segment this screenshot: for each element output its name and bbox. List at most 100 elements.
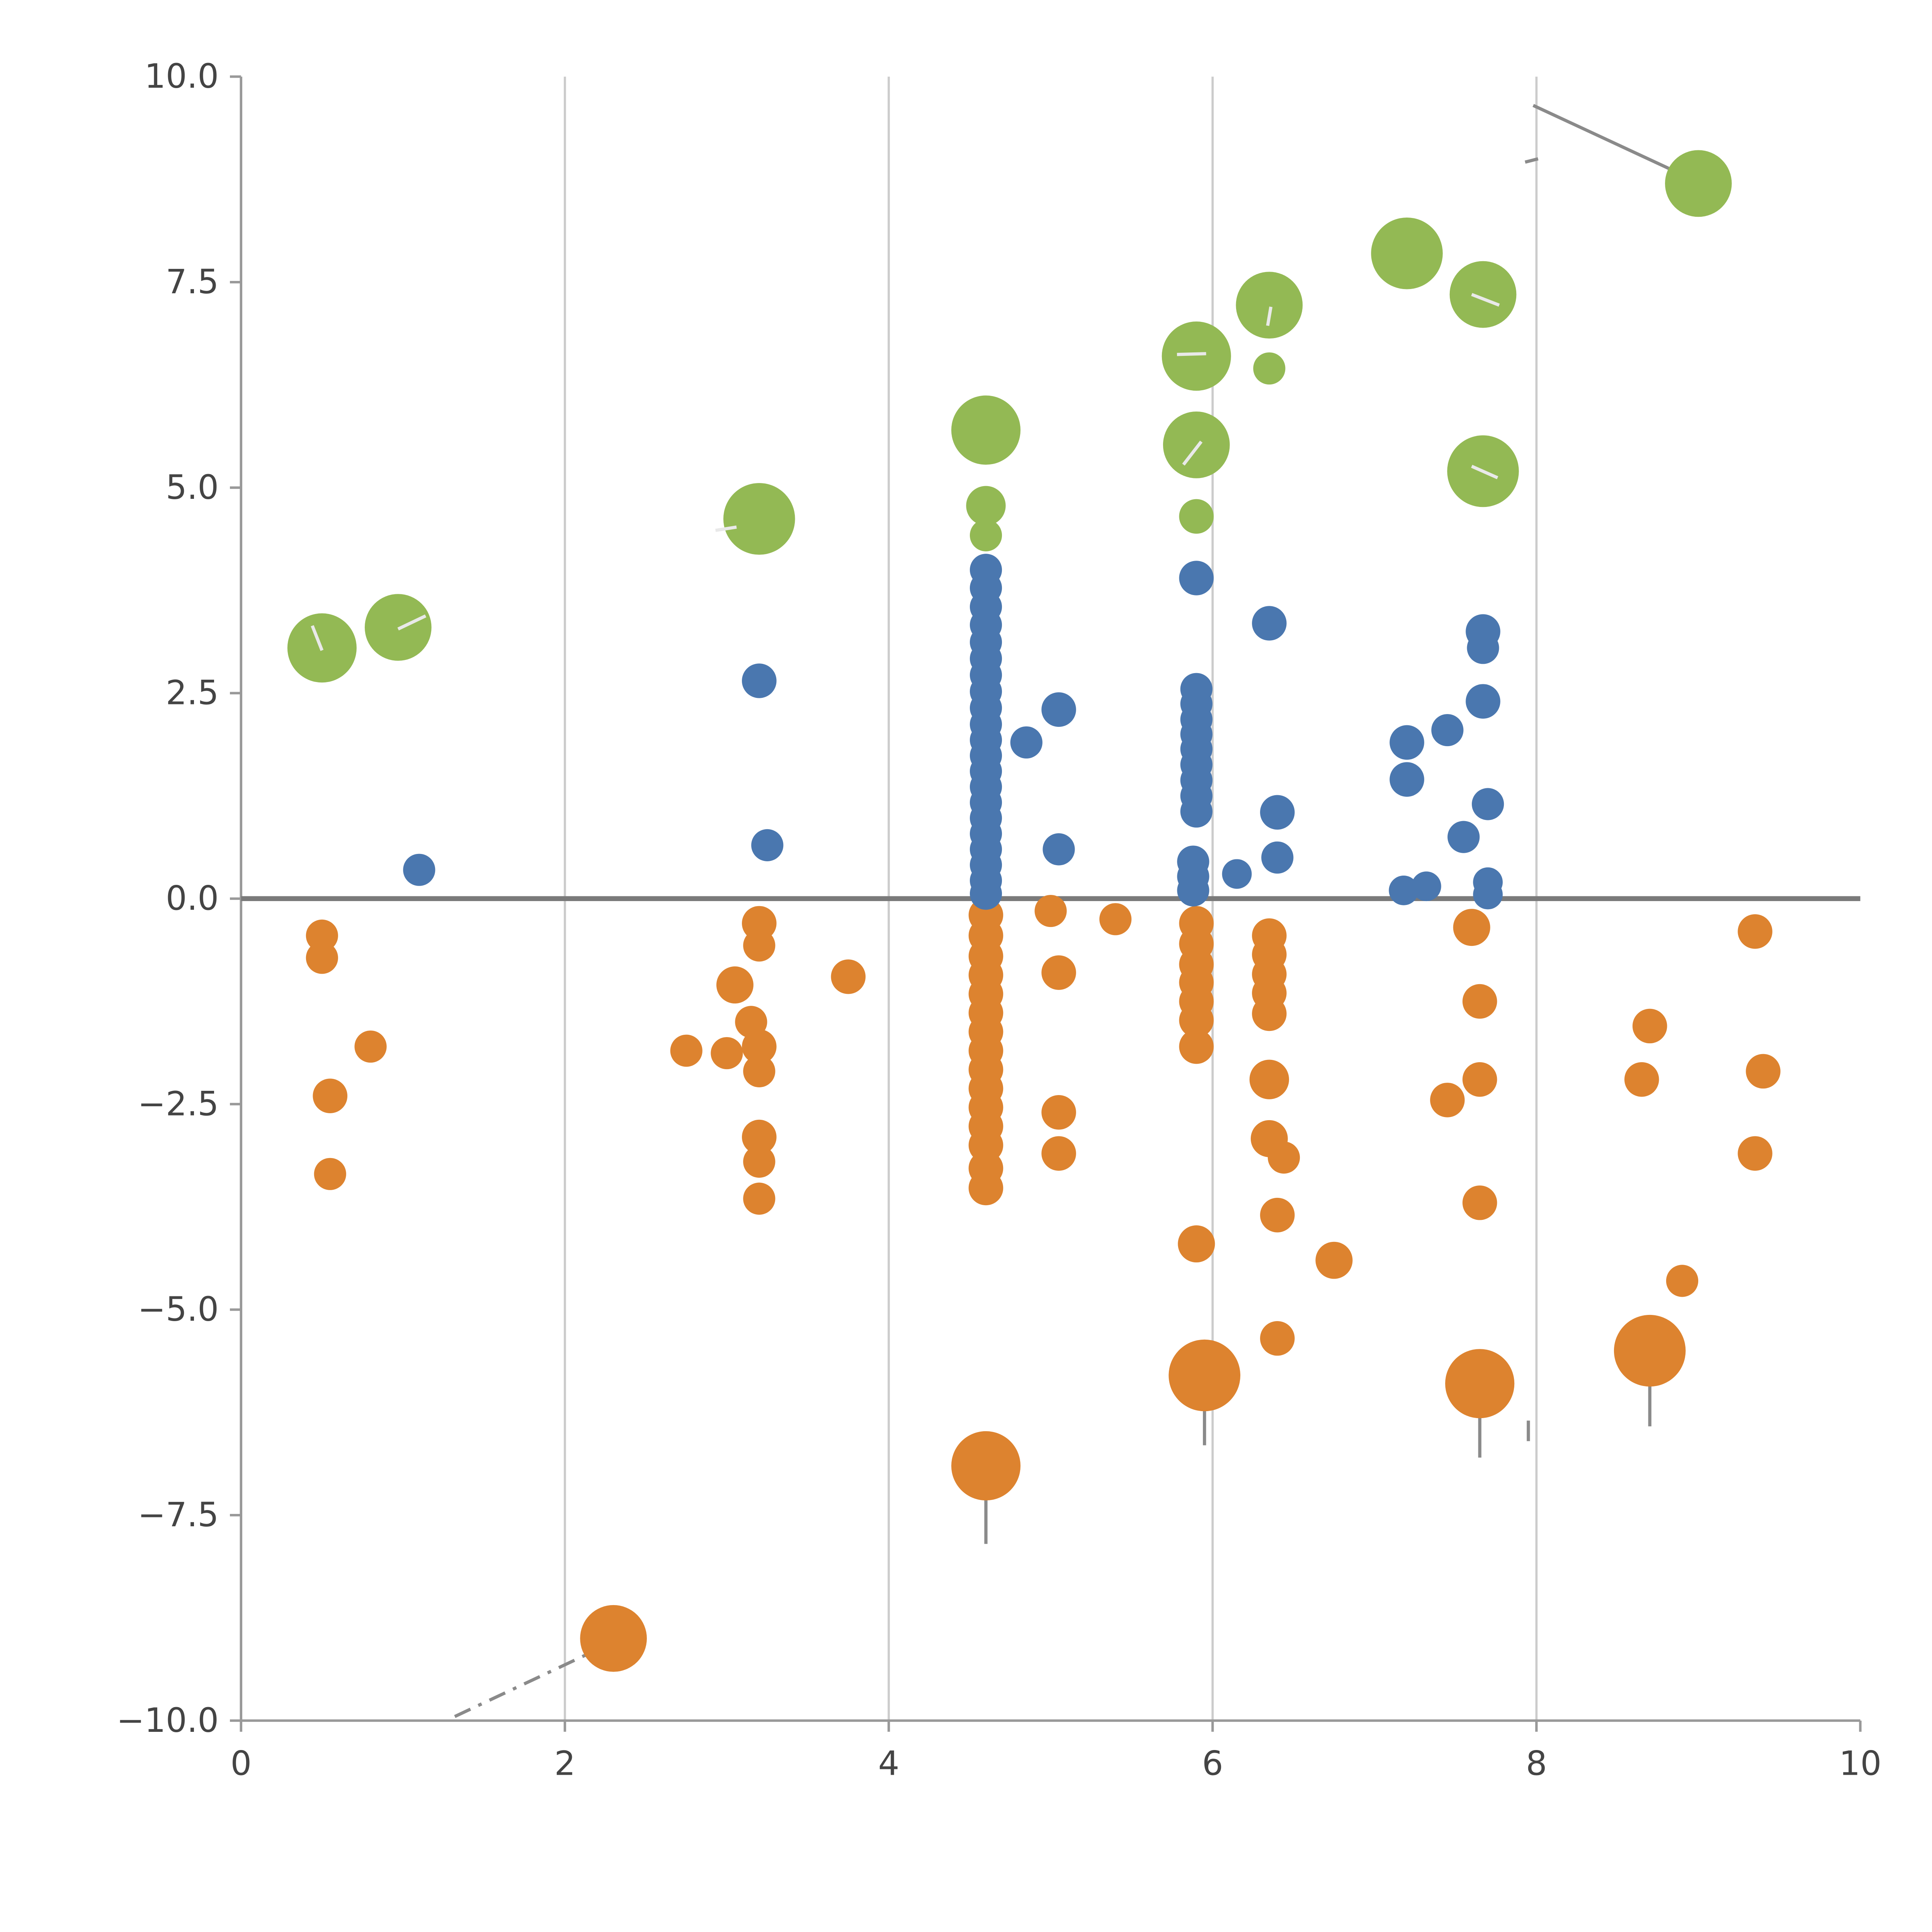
blue-point — [1466, 684, 1500, 719]
blue-point — [1431, 714, 1464, 747]
orange-point — [313, 1078, 348, 1113]
y-tick-label: −2.5 — [138, 1085, 219, 1123]
orange-point — [670, 1034, 702, 1067]
blue-point — [403, 854, 435, 886]
x-tick-label: 10 — [1839, 1745, 1882, 1783]
green-point — [1162, 321, 1231, 391]
blue-point — [1177, 874, 1209, 906]
orange-point — [306, 919, 338, 952]
orange-point — [831, 959, 866, 994]
x-tick-label: 8 — [1526, 1745, 1547, 1783]
y-tick-label: 7.5 — [166, 263, 219, 301]
orange-point — [1614, 1315, 1686, 1387]
blue-point — [1261, 841, 1294, 874]
y-tick-label: −7.5 — [138, 1496, 219, 1534]
orange-point — [743, 1182, 776, 1215]
blue-point — [1389, 875, 1419, 905]
orange-point — [1252, 996, 1287, 1031]
overlay-dash — [1471, 293, 1500, 307]
orange-point — [1666, 1265, 1699, 1297]
green-point — [1371, 217, 1443, 289]
blue-point — [1389, 725, 1424, 760]
orange-point — [1034, 895, 1067, 927]
orange-point — [1462, 1062, 1497, 1097]
orange-point — [1178, 1225, 1215, 1263]
orange-point — [1179, 1003, 1214, 1038]
green-point — [1179, 499, 1214, 534]
orange-point — [1453, 909, 1490, 946]
blue-point — [1389, 762, 1424, 797]
overlay-dash — [1471, 464, 1498, 480]
blue-point — [1043, 833, 1075, 866]
overlay-dash — [715, 525, 737, 532]
orange-point — [1445, 1349, 1515, 1418]
green-point — [1449, 261, 1517, 328]
orange-point — [1746, 1054, 1781, 1089]
orange-point — [1267, 1141, 1300, 1174]
blue-point — [969, 878, 1002, 910]
x-tick-label: 6 — [1202, 1745, 1223, 1783]
orange-point — [1249, 1060, 1289, 1099]
green-point — [969, 519, 1002, 551]
orange-point — [968, 1170, 1003, 1206]
orange-point — [1738, 914, 1772, 949]
y-tick-label: 0.0 — [166, 879, 219, 918]
blue-point — [1180, 795, 1213, 828]
blue-point — [1472, 788, 1504, 820]
orange-point — [1041, 955, 1076, 990]
overlay-dash — [397, 614, 427, 631]
orange-point — [743, 1145, 776, 1178]
orange-point — [1462, 984, 1497, 1019]
orange-point — [716, 966, 753, 1004]
orange-point — [1260, 1197, 1295, 1233]
green-point — [1665, 150, 1732, 217]
green-point — [966, 486, 1006, 526]
trend-segment — [454, 1643, 608, 1718]
orange-point — [742, 1029, 777, 1064]
y-tick-label: 5.0 — [166, 468, 219, 507]
blue-point — [1260, 795, 1295, 830]
overlay-dash — [1266, 306, 1273, 326]
orange-point — [1632, 1009, 1667, 1044]
orange-point — [1430, 1083, 1465, 1117]
blue-point — [1473, 879, 1503, 910]
green-point — [1253, 352, 1286, 385]
orange-point — [1099, 903, 1132, 935]
orange-point — [1041, 1136, 1076, 1171]
trend-segment — [1532, 104, 1688, 179]
green-point — [723, 483, 795, 555]
blue-point — [1041, 692, 1076, 727]
green-point — [951, 395, 1021, 465]
y-tick-label: −10.0 — [117, 1701, 219, 1740]
orange-point — [1041, 1095, 1076, 1130]
orange-point — [742, 1119, 777, 1155]
y-tick-label: −5.0 — [138, 1290, 219, 1329]
orange-point — [1168, 1339, 1241, 1412]
orange-point — [1179, 1029, 1214, 1064]
orange-point — [951, 1431, 1021, 1501]
orange-point — [306, 942, 338, 974]
green-point — [1163, 412, 1230, 478]
orange-point — [580, 1605, 647, 1672]
y-tick-label: 2.5 — [166, 674, 219, 713]
blue-point — [1411, 871, 1441, 901]
overlay-dash — [1182, 440, 1203, 466]
y-tick-label: 10.0 — [145, 57, 219, 96]
blue-point — [1222, 859, 1252, 889]
orange-point — [1462, 1185, 1497, 1220]
blue-point — [742, 663, 777, 698]
green-point — [1236, 272, 1303, 339]
x-tick-label: 0 — [230, 1745, 252, 1783]
orange-point — [1624, 1062, 1659, 1097]
x-tick-label: 4 — [878, 1745, 900, 1783]
blue-point — [1467, 632, 1499, 664]
orange-point — [743, 929, 776, 962]
orange-point — [354, 1030, 387, 1063]
blue-point — [1252, 606, 1287, 641]
orange-point — [743, 1055, 776, 1087]
x-tick-label: 2 — [554, 1745, 575, 1783]
orange-point — [1260, 1321, 1295, 1356]
orange-point — [1315, 1242, 1353, 1279]
